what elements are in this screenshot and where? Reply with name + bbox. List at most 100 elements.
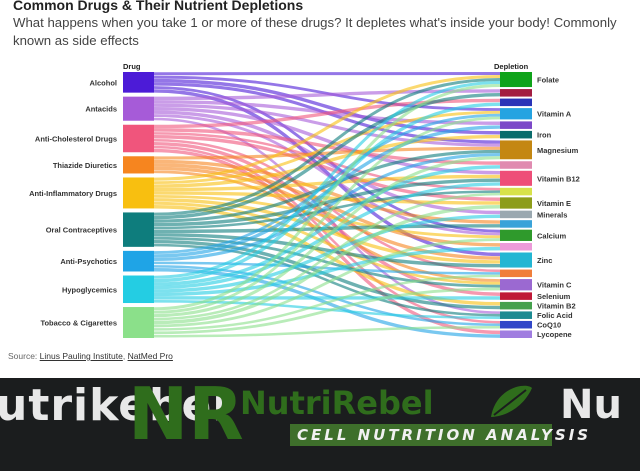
link-alcohol-to-iron[interactable] [153,78,501,135]
brand-monogram: NR [128,378,244,456]
target-label-vitamin-b12: Vitamin B12 [537,174,580,183]
link-oral-contraceptives-to-target-12[interactable] [153,224,501,234]
source-node-alcohol[interactable] [123,72,154,93]
link-tobacco-and-cigarettes-to-target-9[interactable] [153,192,501,321]
source-separator: , [122,351,128,361]
link-hypoglycemics-to-minerals[interactable] [153,214,501,293]
link-hypoglycemics-to-target-7[interactable] [153,165,501,286]
target-node-unlabeled-4[interactable] [500,121,532,129]
source-node-anti-cholesterol-drugs[interactable] [123,124,154,153]
target-node-unlabeled-16[interactable] [500,269,532,278]
link-antacids-to-magnesium[interactable] [153,103,501,147]
target-header: Depletion [494,62,529,71]
link-oral-contraceptives-to-vitamin-b12[interactable] [153,178,501,227]
target-node-vitamin-b12[interactable] [500,170,532,186]
source-node-tobacco-and-cigarettes[interactable] [123,307,154,338]
link-antacids-to-vitamin-b12[interactable] [153,106,501,175]
target-node-unlabeled-14[interactable] [500,242,532,251]
link-tobacco-and-cigarettes-to-vitamin-e[interactable] [153,205,501,325]
target-node-folate[interactable] [500,72,532,88]
source-node-thiazide-diuretics[interactable] [123,156,154,174]
source-node-oral-contraceptives[interactable] [123,212,154,247]
source-prefix: Source: [8,351,40,361]
brand-banner: utrikebel NR NutriRebel Nu CELL NUTRITIO… [0,378,640,471]
source-link-natmed[interactable]: NatMed Pro [127,351,173,361]
link-oral-contraceptives-to-target-1[interactable] [153,92,501,220]
target-node-unlabeled-9[interactable] [500,187,532,196]
link-tobacco-and-cigarettes-to-vitamin-c[interactable] [153,287,501,335]
link-tobacco-and-cigarettes-to-coq10[interactable] [153,325,501,338]
target-node-unlabeled-1[interactable] [500,89,532,97]
target-node-vitamin-a[interactable] [500,108,532,120]
source-header: Drug [123,62,141,71]
target-node-coq10[interactable] [500,320,532,329]
link-tobacco-and-cigarettes-to-vitamin-a[interactable] [153,116,501,314]
target-node-unlabeled-12[interactable] [500,220,532,228]
target-node-vitamin-b2[interactable] [500,301,532,310]
link-antacids-to-calcium[interactable] [153,114,501,236]
link-oral-contraceptives-to-zinc[interactable] [153,233,501,268]
source-node-antacids[interactable] [123,96,154,121]
source-note: Source: Linus Pauling Institute, NatMed … [8,351,173,361]
target-node-magnesium[interactable] [500,140,532,160]
leaf-icon [491,385,532,417]
link-tobacco-and-cigarettes-to-target-16[interactable] [153,274,501,331]
target-label-vitamin-a: Vitamin A [537,110,572,119]
link-alcohol-to-calcium[interactable] [153,86,501,233]
link-anti-psychotics-to-target-16[interactable] [153,261,501,275]
tagline: CELL NUTRITION ANALYSIS [297,426,592,444]
link-oral-contraceptives-to-magnesium[interactable] [153,149,501,223]
link-tobacco-and-cigarettes-to-calcium[interactable] [153,238,501,328]
target-label-selenium: Selenium [537,292,571,301]
source-label-anti-psychotics: Anti-Psychotics [60,257,117,266]
target-node-lycopene[interactable] [500,330,532,338]
link-oral-contraceptives-to-folate[interactable] [153,78,501,216]
link-thiazide-diuretics-to-magnesium[interactable] [153,146,501,160]
target-label-iron: Iron [537,131,552,140]
link-tobacco-and-cigarettes-to-magnesium[interactable] [153,156,501,318]
link-oral-contraceptives-to-vitamin-c[interactable] [153,236,501,288]
target-node-zinc[interactable] [500,252,532,268]
source-node-anti-psychotics[interactable] [123,250,154,272]
link-anti-psychotics-to-magnesium[interactable] [153,152,501,262]
source-label-anti-cholesterol-drugs: Anti-Cholesterol Drugs [35,135,117,144]
target-node-vitamin-e[interactable] [500,197,532,209]
target-label-vitamin-c: Vitamin C [537,281,572,290]
brand-text-right: Nu [560,382,622,428]
link-hypoglycemics-to-target-2[interactable] [153,102,501,283]
link-anti-psychotics-to-coq10[interactable] [153,265,501,326]
source-node-hypoglycemics[interactable] [123,275,154,304]
link-anti-inflammatory-drugs-to-zinc[interactable] [153,198,501,264]
source-label-alcohol: Alcohol [90,78,118,87]
target-node-calcium[interactable] [500,229,532,241]
target-node-unlabeled-7[interactable] [500,161,532,169]
target-label-folate: Folate [537,76,559,85]
chart-title: Common Drugs & Their Nutrient Depletions [13,0,304,13]
target-label-lycopene: Lycopene [537,330,572,339]
link-thiazide-diuretics-to-target-14[interactable] [153,163,501,247]
link-anti-inflammatory-drugs-to-folate[interactable] [153,75,501,181]
target-node-iron[interactable] [500,130,532,139]
target-label-folic-acid: Folic Acid [537,311,573,320]
nodes-layer [123,72,532,338]
target-node-vitamin-c[interactable] [500,279,532,291]
target-node-selenium[interactable] [500,292,532,300]
link-hypoglycemics-to-folate[interactable] [153,81,501,279]
link-oral-contraceptives-to-target-9[interactable] [153,190,501,230]
target-label-coq10: CoQ10 [537,321,561,330]
source-node-anti-inflammatory-drugs[interactable] [123,177,154,209]
target-node-folic-acid[interactable] [500,311,532,319]
source-link-linus-pauling[interactable]: Linus Pauling Institute [39,351,123,361]
link-tobacco-and-cigarettes-to-folate[interactable] [153,84,501,311]
chart-subtitle: What happens when you take 1 or more of … [13,15,617,48]
link-hypoglycemics-to-target-14[interactable] [153,246,501,297]
link-anti-cholesterol-drugs-to-vitamin-e[interactable] [153,135,501,201]
link-anti-psychotics-to-vitamin-a[interactable] [153,113,501,254]
link-anti-cholesterol-drugs-to-selenium[interactable] [153,141,501,296]
source-label-antacids: Antacids [85,105,117,114]
target-node-unlabeled-2[interactable] [500,98,532,107]
link-anti-inflammatory-drugs-to-iron[interactable] [153,134,501,188]
source-label-anti-inflammatory-drugs: Anti-Inflammatory Drugs [29,189,117,198]
brand-name: NutriRebel [240,384,434,422]
target-node-minerals[interactable] [500,210,532,219]
